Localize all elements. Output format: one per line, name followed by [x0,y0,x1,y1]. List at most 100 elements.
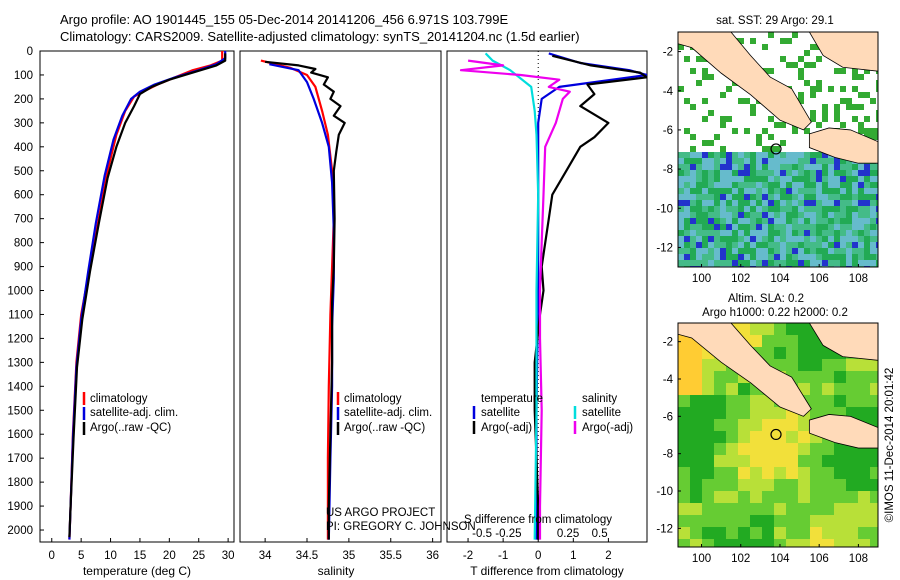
map-cell [732,260,738,266]
map-cell [774,455,786,467]
map-cell [876,242,878,248]
map-cell [714,260,720,266]
map-cell [726,164,732,170]
depth-tick-label: 900 [14,262,33,274]
map-cell [828,158,834,164]
map-cell [834,359,846,371]
map-cell [696,230,702,236]
map-cell [804,194,810,200]
map-cell [684,176,690,182]
map-cell [828,236,834,242]
map-cell [756,224,762,230]
map-cell [714,230,720,236]
map-lat-label: -10 [656,203,673,215]
map-cell [846,218,852,224]
map-cell [744,218,750,224]
map-cell [714,212,720,218]
map-cell [852,170,858,176]
map-cell [762,212,768,218]
map-cell [690,515,702,527]
map-cell [696,236,702,242]
map-cell [858,104,864,110]
depth-tick-label: 1600 [7,429,33,441]
map-cell [690,218,696,224]
map-cell [774,230,780,236]
map-cell [732,248,738,254]
map-cell [678,182,684,188]
map-cell [762,200,768,206]
map-cell [840,98,846,104]
map-cell [834,260,840,266]
map-cell [708,110,714,116]
legend-label-t-satellite: satellite [481,407,520,419]
map-cell [720,170,726,176]
map-cell [678,206,684,212]
map-cell [816,188,822,194]
map-cell [750,164,756,170]
map-lon-label: 104 [770,273,790,285]
map-cell [804,248,810,254]
map-cell [702,98,708,104]
map-cell [870,236,876,242]
map-cell [726,491,738,503]
map-cell [822,170,828,176]
map-cell [744,164,750,170]
map-cell [696,200,702,206]
map-cell [738,395,750,407]
map-cell [738,230,744,236]
map-cell [792,260,798,266]
map-cell [840,248,846,254]
map-cell [774,323,786,335]
map-cell [822,110,828,116]
map-cell [858,224,864,230]
map-cell [774,176,780,182]
map-cell [846,104,852,110]
map-cell [852,260,858,266]
map-cell [690,359,702,371]
sst-map-title: sat. SST: 29 Argo: 29.1 [716,15,834,27]
map-cell [834,176,840,182]
map-cell [870,176,876,182]
map-cell [702,206,708,212]
map-lat-label: -6 [663,411,673,423]
map-cell [876,212,878,218]
map-cell [810,539,822,547]
temperature-panel-frame [39,50,235,543]
map-cell [774,122,780,128]
map-cell [792,158,798,164]
series-line-temperature-satellite [535,52,647,540]
map-cell [840,206,846,212]
map-cell [738,260,744,266]
map-cell [786,431,798,443]
map-cell [786,479,798,491]
map-cell [762,515,774,527]
map-cell [792,62,798,68]
map-cell [750,236,756,242]
legend-label-argo: Argo(..raw -QC) [344,422,425,434]
map-cell [876,254,878,260]
map-cell [804,80,810,86]
map-cell [678,491,690,503]
map-cell [708,152,714,158]
map-cell [756,140,762,146]
map-cell [774,254,780,260]
map-cell [714,407,726,419]
map-cell [738,443,750,455]
map-cell [804,254,810,260]
map-cell [876,134,878,140]
legend-label-s-argo: Argo(-adj) [582,422,633,434]
map-cell [738,248,744,254]
map-cell [804,236,810,242]
map-cell [720,146,726,152]
map-cell [702,74,708,80]
map-cell [762,44,768,50]
depth-tick-label: 1200 [7,333,33,345]
map-cell [840,254,846,260]
map-cell [750,407,762,419]
map-cell [822,539,834,547]
map-cell [696,188,702,194]
map-cell [690,254,696,260]
map-cell [858,527,870,539]
map-cell [804,62,810,68]
map-cell [846,383,858,395]
